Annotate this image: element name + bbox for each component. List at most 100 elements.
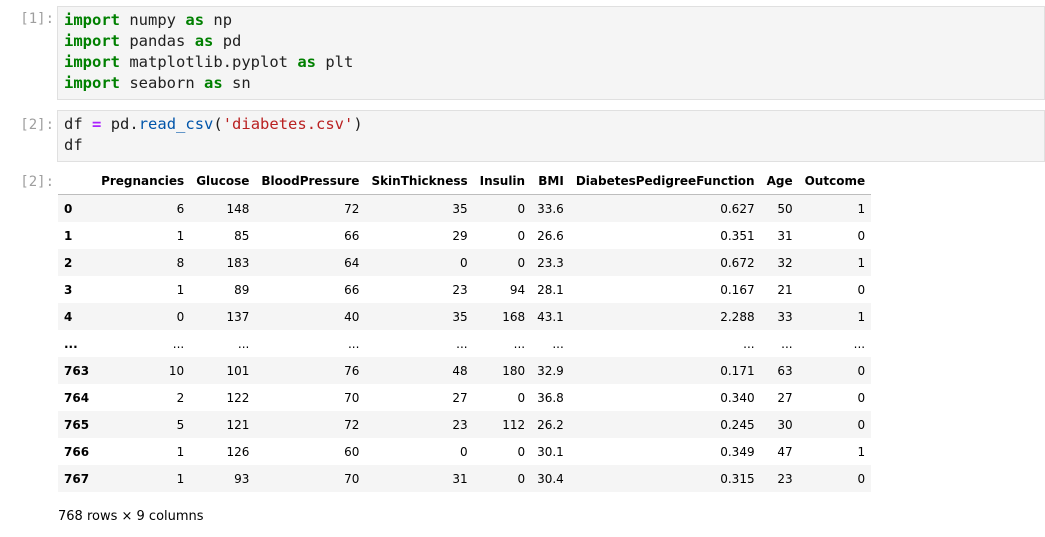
table-cell: 76 bbox=[344, 363, 360, 378]
row-index: 3 bbox=[64, 282, 73, 297]
table-cell: 168 bbox=[502, 309, 526, 324]
table-cell: 30 bbox=[777, 417, 793, 432]
code-token: = bbox=[92, 115, 102, 133]
table-cell: ... bbox=[513, 336, 526, 351]
table-row: 4 0 137 40 35 168 43.1 2.288 33 1 bbox=[58, 303, 872, 330]
table-cell: 93 bbox=[234, 471, 250, 486]
table-cell: 23 bbox=[777, 471, 793, 486]
column-header: SkinThickness bbox=[365, 168, 474, 195]
table-cell: 1 bbox=[857, 255, 866, 270]
table-cell: 0 bbox=[459, 255, 468, 270]
dataframe-table: Pregnancies Glucose BloodPressure SkinThick… bbox=[58, 168, 872, 492]
dataframe-shape: 768 rows × 9 columns bbox=[58, 509, 204, 524]
table-cell: 148 bbox=[226, 201, 250, 216]
row-index: 4 bbox=[64, 309, 73, 324]
table-cell: 1 bbox=[176, 282, 185, 297]
table-row: 3 1 89 66 23 94 28.1 0.167 21 0 bbox=[58, 276, 871, 303]
row-index: 0 bbox=[64, 201, 73, 216]
table-cell: 121 bbox=[226, 417, 250, 432]
code-token: pd bbox=[222, 32, 242, 50]
table-cell: 0.167 bbox=[720, 282, 755, 297]
row-index: 1 bbox=[64, 228, 73, 243]
code-token: import bbox=[64, 32, 120, 50]
table-cell: 27 bbox=[777, 390, 793, 405]
table-cell: ... bbox=[347, 336, 360, 351]
row-index: 2 bbox=[64, 255, 73, 270]
code-token: 'diabetes.csv' bbox=[222, 115, 354, 133]
table-cell: 72 bbox=[344, 417, 360, 432]
row-index: 764 bbox=[64, 390, 90, 405]
code-cell-2[interactable]: df = pd.read_csv('diabetes.csv') df bbox=[57, 110, 1045, 162]
table-cell: 2.288 bbox=[720, 309, 755, 324]
code-token: as bbox=[185, 11, 205, 29]
table-cell: 60 bbox=[344, 444, 360, 459]
table-cell: 0 bbox=[857, 390, 866, 405]
table-cell: 0 bbox=[176, 309, 185, 324]
table-cell: 0 bbox=[517, 390, 526, 405]
table-cell: 27 bbox=[452, 390, 468, 405]
table-cell: 6 bbox=[176, 201, 185, 216]
table-row: 767 1 93 70 31 0 30.4 0.315 23 0 bbox=[58, 465, 872, 492]
table-cell: 101 bbox=[226, 363, 250, 378]
table-cell: 122 bbox=[226, 390, 250, 405]
table-cell: 0 bbox=[459, 444, 468, 459]
table-cell: 8 bbox=[176, 255, 185, 270]
table-cell: 0 bbox=[857, 417, 866, 432]
table-cell: 0.349 bbox=[720, 444, 755, 459]
table-cell: 32 bbox=[777, 255, 793, 270]
table-cell: 94 bbox=[509, 282, 526, 297]
table-row: 764 2 122 70 27 0 36.8 0.340 27 0 bbox=[58, 384, 871, 411]
table-cell: 66 bbox=[344, 228, 360, 243]
index-header bbox=[58, 168, 96, 195]
table-cell: ... bbox=[237, 336, 250, 351]
code-cell-1[interactable]: import numpy as np import pandas as pd i… bbox=[57, 6, 1045, 100]
code-token: import bbox=[64, 74, 120, 92]
table-cell: 0 bbox=[517, 228, 526, 243]
code-token: pd. bbox=[110, 115, 139, 133]
code-token: as bbox=[297, 53, 316, 71]
table-cell: 43.1 bbox=[537, 309, 564, 324]
table-cell: 26.2 bbox=[537, 417, 564, 432]
table-cell: 0 bbox=[857, 471, 866, 486]
code-token: ( bbox=[213, 115, 223, 133]
table-cell: 1 bbox=[176, 471, 185, 486]
table-cell: ... bbox=[172, 336, 185, 351]
table-cell: 40 bbox=[344, 309, 360, 324]
table-cell: 89 bbox=[234, 282, 250, 297]
table-row: 2 8 183 64 0 0 23.3 0.672 32 1 bbox=[58, 249, 872, 276]
table-cell: 0.340 bbox=[720, 390, 755, 405]
table-row: 763 10 101 76 48 180 32.9 0.171 63 0 bbox=[58, 357, 872, 384]
table-cell: 35 bbox=[452, 201, 468, 216]
table-cell: 50 bbox=[777, 201, 793, 216]
output-prompt: [2]: bbox=[20, 174, 54, 190]
table-cell: 30.4 bbox=[537, 471, 564, 486]
table-cell: 32.9 bbox=[537, 363, 564, 378]
table-cell: 21 bbox=[777, 282, 793, 297]
column-header: BMI bbox=[531, 168, 570, 195]
table-cell: 23.3 bbox=[537, 255, 564, 270]
table-cell: ... bbox=[853, 336, 866, 351]
table-cell: 137 bbox=[226, 309, 250, 324]
table-row: 0 6 148 72 35 0 33.6 0.627 50 1 bbox=[58, 194, 872, 222]
table-cell: 70 bbox=[344, 390, 360, 405]
table-cell: 1 bbox=[176, 444, 185, 459]
table-cell: 33.6 bbox=[537, 201, 564, 216]
code-token: as bbox=[204, 74, 223, 92]
table-row: 766 1 126 60 0 0 30.1 0.349 47 1 bbox=[58, 438, 871, 465]
table-cell: 66 bbox=[344, 282, 360, 297]
table-cell: 0 bbox=[517, 471, 526, 486]
table-cell: 1 bbox=[857, 444, 866, 459]
column-header: Insulin bbox=[473, 168, 532, 195]
table-cell: 183 bbox=[226, 255, 250, 270]
table-cell: 5 bbox=[176, 417, 185, 432]
table-cell: 0.245 bbox=[720, 417, 755, 432]
table-cell: 29 bbox=[452, 228, 468, 243]
table-cell: 33 bbox=[777, 309, 793, 324]
table-cell: 0.351 bbox=[720, 228, 755, 243]
table-cell: 10 bbox=[168, 363, 185, 378]
code-token: ) bbox=[353, 115, 363, 133]
table-cell: 0.315 bbox=[720, 471, 755, 486]
table-cell: 126 bbox=[226, 444, 250, 459]
table-row: 1 1 85 66 29 0 26.6 0.351 31 0 bbox=[58, 222, 871, 249]
row-index: ... bbox=[64, 336, 78, 351]
